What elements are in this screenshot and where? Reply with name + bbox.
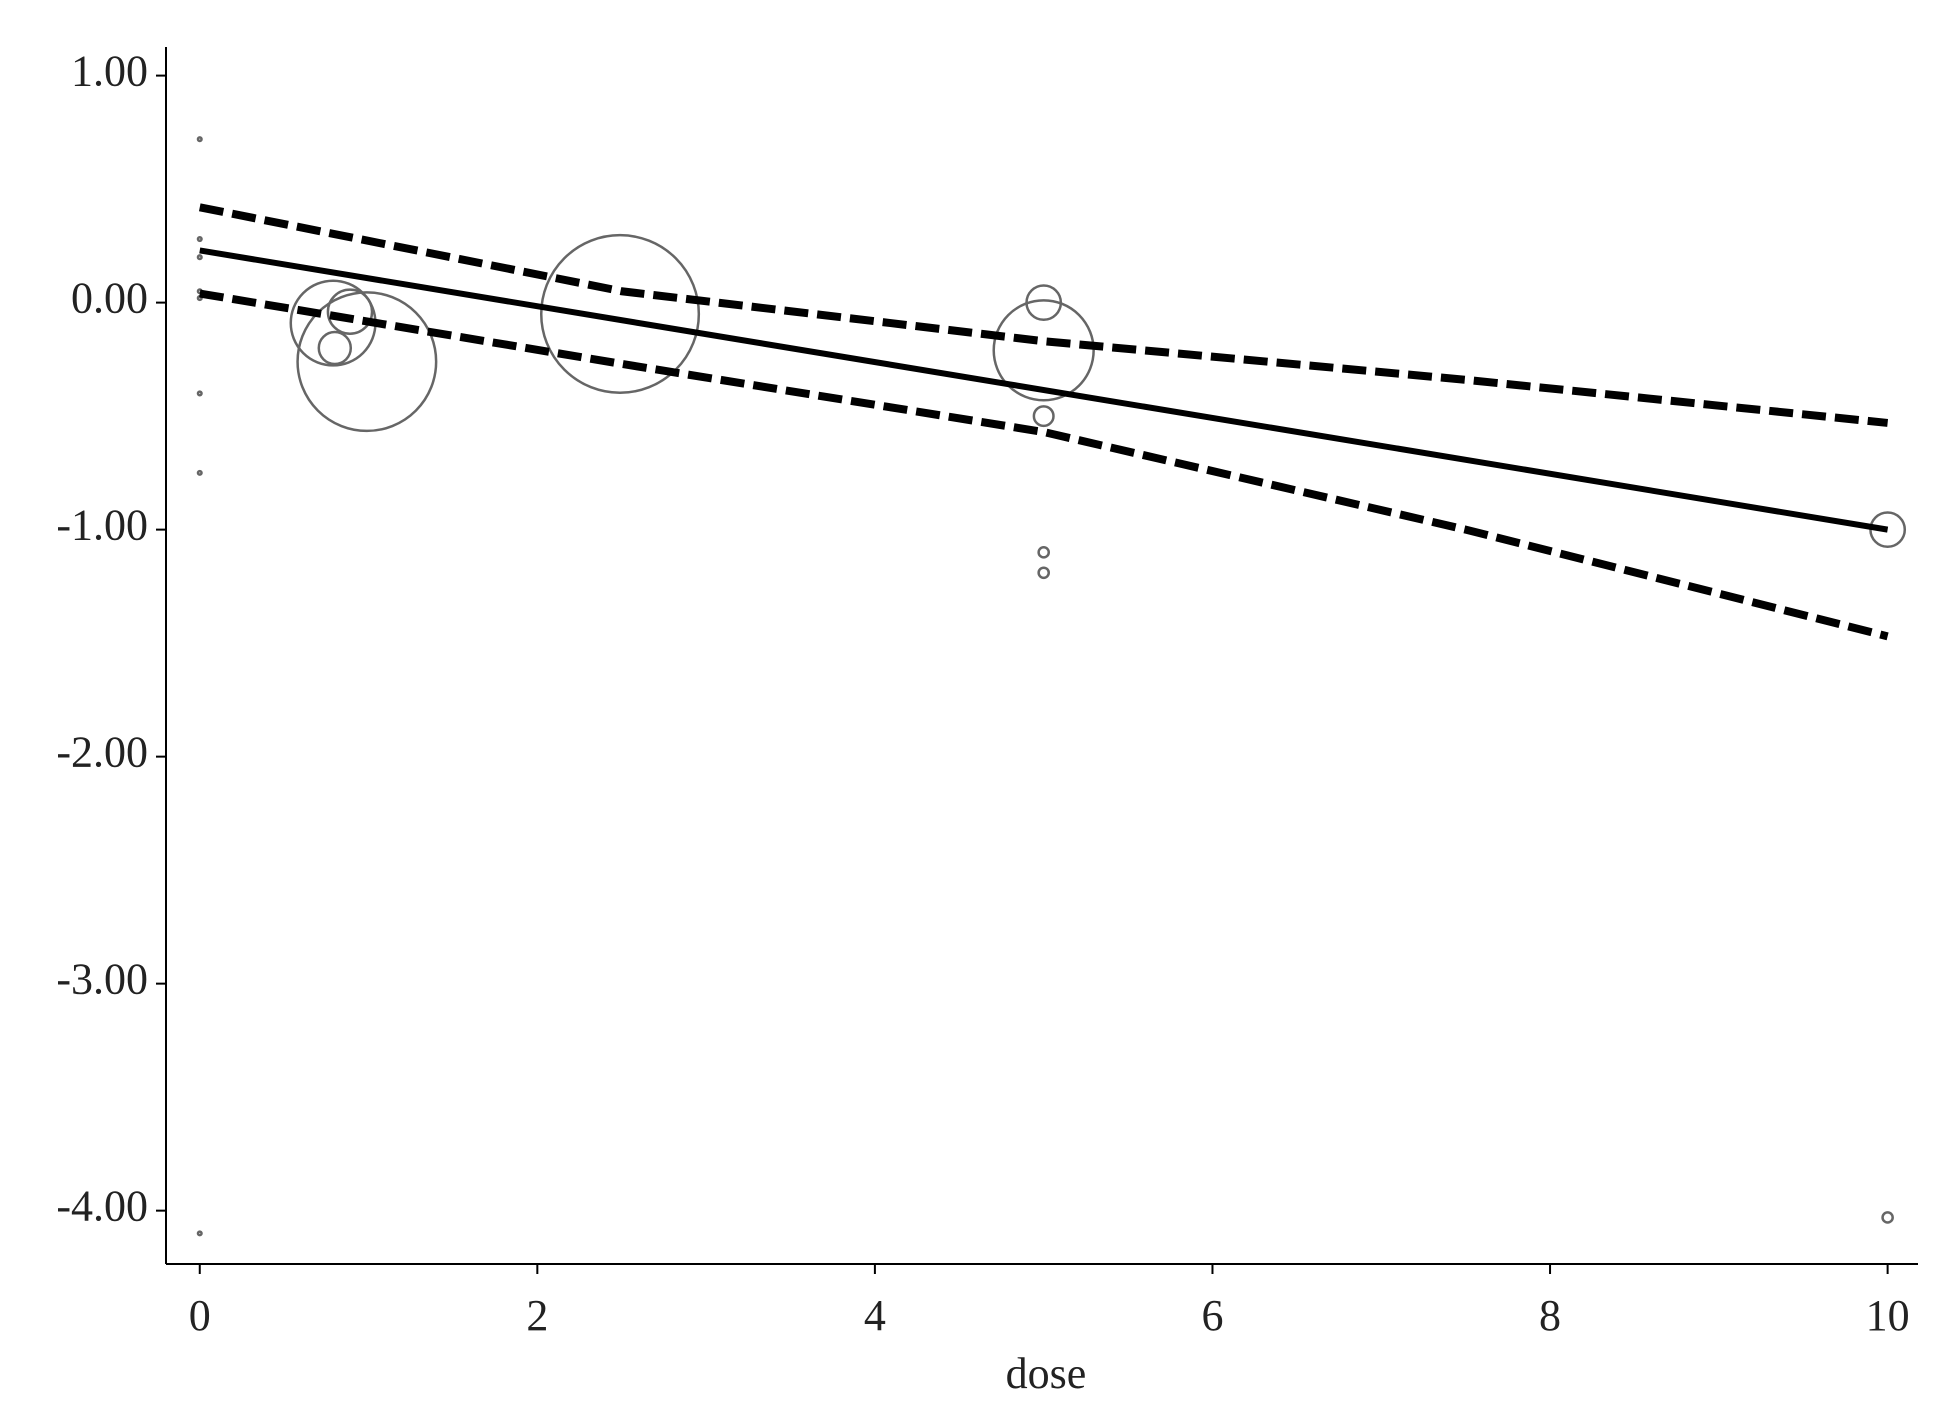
x-tick-label: 8 <box>1539 1291 1561 1340</box>
regression-line <box>199 247 1889 533</box>
bubble <box>1037 566 1050 580</box>
y-tick-label: 1.00 <box>71 47 148 96</box>
bubble <box>196 136 203 143</box>
x-axis-label: dose <box>1006 1349 1087 1398</box>
bubble <box>1881 1211 1894 1224</box>
y-tick-label: -1.00 <box>56 501 148 550</box>
x-tick-label: 2 <box>526 1291 548 1340</box>
bubble <box>196 390 203 397</box>
bubble <box>196 469 203 476</box>
y-tick-label: -4.00 <box>56 1182 148 1231</box>
x-tick-label: 6 <box>1201 1291 1223 1340</box>
bubble <box>196 236 203 243</box>
bubble <box>196 1230 203 1237</box>
bubble <box>326 288 374 335</box>
bubble <box>1037 546 1050 559</box>
x-tick-label: 4 <box>864 1291 886 1340</box>
bubble <box>296 291 438 433</box>
y-tick-label: -3.00 <box>56 955 148 1004</box>
y-tick-label: 0.00 <box>71 274 148 323</box>
y-tick-label: -2.00 <box>56 728 148 777</box>
bubble <box>1032 405 1055 428</box>
bubble <box>539 233 701 395</box>
confidence-line <box>199 289 1889 641</box>
bubble <box>992 299 1095 402</box>
confidence-line <box>198 203 1889 427</box>
bubble <box>317 330 353 366</box>
x-tick-label: 0 <box>189 1291 211 1340</box>
x-tick-label: 10 <box>1866 1291 1910 1340</box>
bubble <box>196 254 203 261</box>
